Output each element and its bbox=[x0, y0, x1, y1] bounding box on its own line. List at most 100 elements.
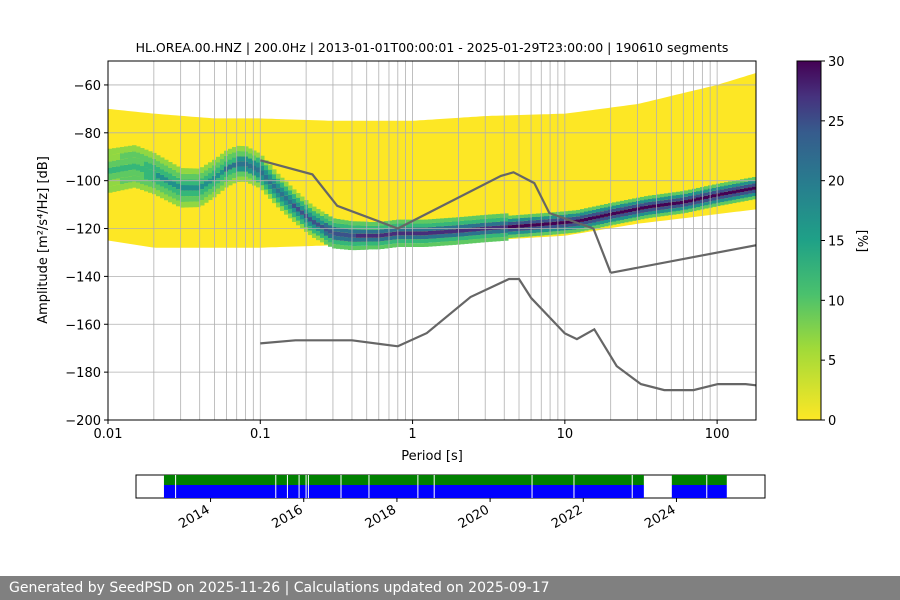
heatmap-cell bbox=[660, 206, 665, 210]
heatmap-cell bbox=[316, 209, 321, 214]
heatmap-cell bbox=[752, 180, 757, 184]
heatmap-cell bbox=[616, 201, 621, 205]
y-tick-label: −200 bbox=[65, 414, 101, 429]
heatmap-cell bbox=[688, 196, 693, 200]
heatmap-cell bbox=[680, 207, 685, 211]
heatmap-cell bbox=[256, 172, 261, 178]
heatmap-cell bbox=[540, 232, 545, 236]
heatmap-cell bbox=[164, 171, 169, 178]
heatmap-cell bbox=[220, 153, 225, 160]
heatmap-cell bbox=[572, 229, 577, 233]
heatmap-cell bbox=[608, 212, 613, 216]
heatmap-cell bbox=[564, 211, 569, 215]
heatmap-cell bbox=[464, 228, 469, 233]
heatmap-cell bbox=[320, 229, 325, 234]
heatmap-cell bbox=[204, 181, 209, 187]
heatmap-cell bbox=[412, 239, 417, 244]
heatmap-cell bbox=[208, 178, 213, 184]
heatmap-cell bbox=[476, 219, 481, 224]
heatmap-cell bbox=[208, 167, 213, 174]
heatmap-cell bbox=[504, 221, 509, 226]
heatmap-cell bbox=[728, 197, 733, 201]
heatmap-cell bbox=[640, 209, 645, 213]
heatmap-cell bbox=[348, 233, 353, 238]
heatmap-cell bbox=[372, 245, 377, 250]
heatmap-cell bbox=[504, 213, 509, 218]
heatmap-cell bbox=[232, 162, 237, 168]
heatmap-cell bbox=[208, 162, 213, 168]
heatmap-cell bbox=[684, 196, 689, 201]
heatmap-cell bbox=[676, 194, 681, 199]
heatmap-cell bbox=[404, 223, 409, 228]
heatmap-cell bbox=[420, 239, 425, 244]
heatmap-cell bbox=[628, 215, 633, 219]
heatmap-cell bbox=[560, 211, 565, 215]
heatmap-cell bbox=[716, 186, 721, 191]
heatmap-cell bbox=[572, 210, 577, 214]
heatmap-cell bbox=[296, 211, 301, 217]
heatmap-cell bbox=[648, 211, 653, 215]
heatmap-cell bbox=[248, 153, 253, 159]
heatmap-cell bbox=[256, 182, 261, 188]
heatmap-cell bbox=[112, 179, 117, 186]
heatmap-cell bbox=[204, 197, 209, 203]
heatmap-cell bbox=[248, 168, 253, 174]
heatmap-cell bbox=[152, 188, 157, 195]
heatmap-cell bbox=[620, 213, 625, 217]
heatmap-cell bbox=[636, 197, 641, 201]
heatmap-cell bbox=[160, 157, 165, 164]
heatmap-cell bbox=[460, 236, 465, 241]
heatmap-cell bbox=[620, 216, 625, 220]
heatmap-cell bbox=[452, 225, 457, 230]
heatmap-cell bbox=[392, 239, 397, 244]
heatmap-cell bbox=[396, 223, 401, 228]
heatmap-cell bbox=[168, 190, 173, 197]
heatmap-cell bbox=[696, 207, 701, 211]
series-line-nlnm bbox=[260, 277, 756, 392]
heatmap-cell bbox=[560, 214, 565, 218]
heatmap-cell bbox=[448, 221, 453, 226]
heatmap-cell bbox=[296, 197, 301, 203]
heatmap-cell bbox=[220, 169, 225, 175]
heatmap-cell bbox=[320, 224, 325, 230]
heatmap-cell bbox=[496, 229, 501, 234]
heatmap-cell bbox=[232, 152, 237, 158]
heatmap-cell bbox=[344, 245, 349, 250]
heatmap-cell bbox=[372, 222, 377, 226]
heatmap-cell bbox=[552, 228, 557, 232]
heatmap-cell bbox=[388, 240, 393, 245]
heatmap-cell bbox=[532, 232, 537, 237]
heatmap-cell bbox=[584, 217, 589, 222]
heatmap-cell bbox=[624, 219, 629, 223]
heatmap-cell bbox=[432, 222, 437, 227]
heatmap-cell bbox=[144, 155, 149, 162]
heatmap-cell bbox=[192, 179, 197, 186]
heatmap-cell bbox=[268, 189, 273, 194]
heatmap-cell bbox=[616, 214, 621, 218]
heatmap-cell bbox=[388, 244, 393, 248]
heatmap-cell bbox=[132, 157, 137, 164]
heatmap-cell bbox=[364, 229, 369, 234]
heatmap-cell bbox=[156, 178, 161, 185]
heatmap-cell bbox=[604, 223, 609, 227]
heatmap-cell bbox=[444, 222, 449, 226]
heatmap-cell bbox=[264, 174, 269, 180]
heatmap-cell bbox=[228, 154, 233, 160]
heatmap-cell bbox=[472, 231, 477, 236]
heatmap-cell bbox=[656, 210, 661, 214]
heatmap-cell bbox=[560, 221, 565, 225]
heatmap-cell bbox=[484, 234, 489, 239]
heatmap-cell bbox=[648, 208, 653, 212]
heatmap-cell bbox=[640, 203, 645, 207]
heatmap-cell bbox=[264, 165, 269, 171]
heatmap-cell bbox=[476, 238, 481, 243]
heatmap-cell bbox=[592, 222, 597, 226]
heatmap-cell bbox=[180, 190, 185, 197]
heatmap-cell bbox=[132, 169, 137, 176]
heatmap-cell bbox=[284, 200, 289, 206]
heatmap-cell bbox=[592, 206, 597, 210]
heatmap-cell bbox=[424, 239, 429, 243]
heatmap-cell bbox=[364, 245, 369, 250]
heatmap-cell bbox=[392, 227, 397, 232]
heatmap-cell bbox=[392, 220, 397, 225]
